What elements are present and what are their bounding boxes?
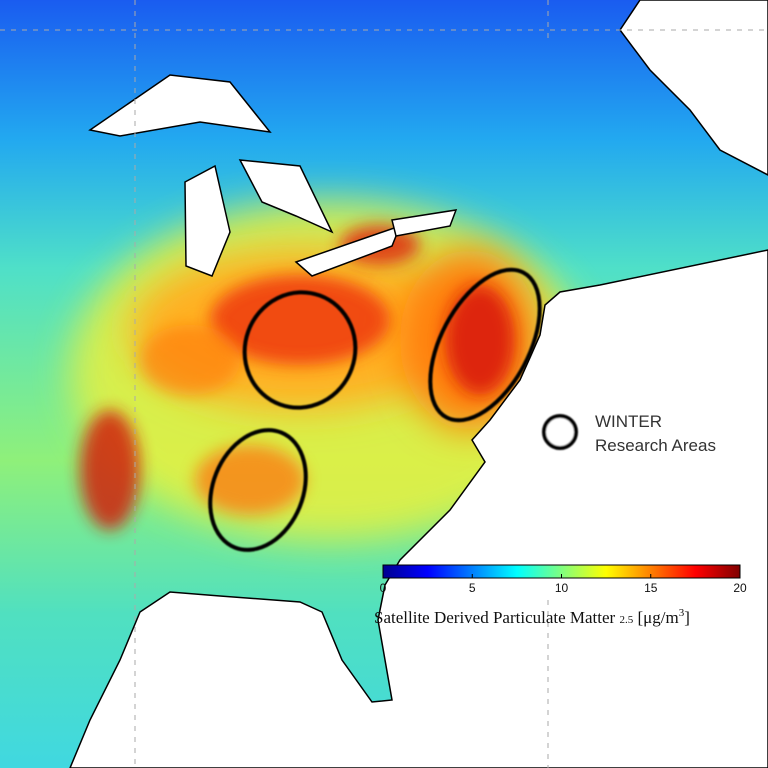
tick-label: 0	[380, 581, 387, 595]
legend-ring	[542, 414, 578, 450]
label-unit: [μg/m	[637, 608, 678, 627]
tick-label: 10	[555, 581, 569, 595]
research-areas	[208, 267, 542, 552]
colorbar-label: Satellite Derived Particulate Matter 2.5…	[374, 607, 690, 627]
tick-label: 15	[644, 581, 658, 595]
legend: WINTER Research Areas	[542, 412, 716, 455]
label-subscript: 2.5	[619, 614, 633, 626]
legend-title: WINTER	[595, 412, 662, 431]
tick-label: 5	[469, 581, 476, 595]
label-power: 3	[679, 607, 685, 619]
label-close: ]	[684, 608, 690, 627]
label-text: Satellite Derived Particulate Matter	[374, 608, 616, 627]
colorbar: Satellite Derived Particulate Matter 2.5…	[374, 564, 747, 627]
legend-subtitle: Research Areas	[595, 436, 716, 455]
water	[69, 0, 768, 768]
tick-label: 20	[733, 581, 747, 595]
